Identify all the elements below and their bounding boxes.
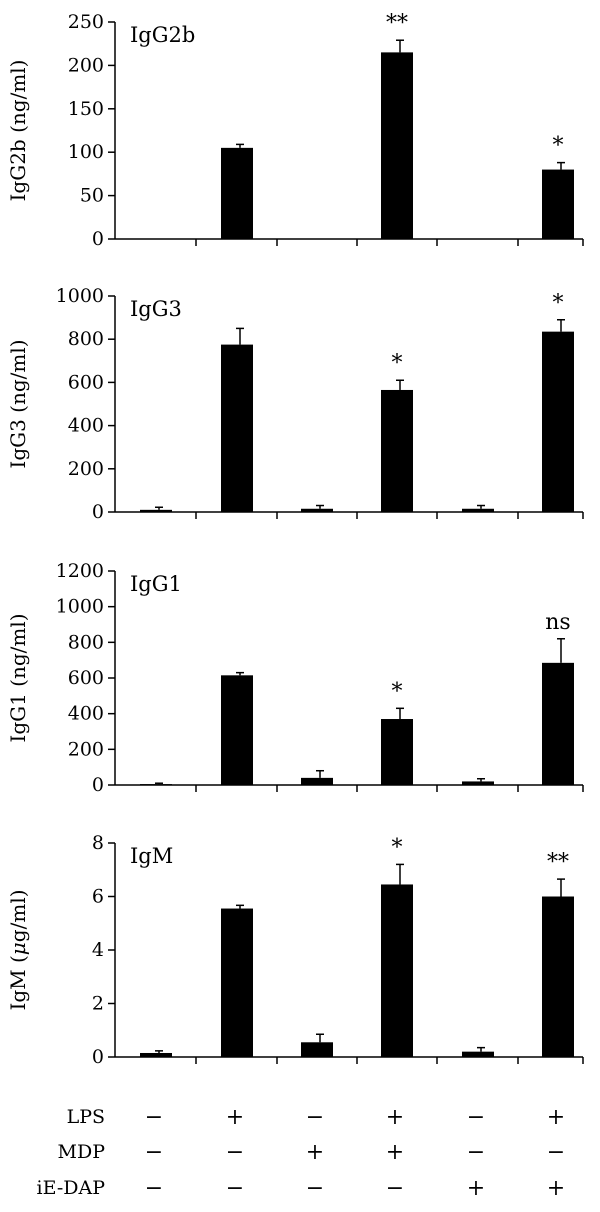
bar [542,662,574,785]
condition-sign: − [145,1105,163,1130]
bar [221,675,253,785]
bar [221,147,253,239]
bar [381,719,413,785]
y-tick-label: 1200 [56,560,104,582]
condition-sign: + [547,1176,565,1201]
condition-label-ie-dap: iE-DAP [37,1177,106,1199]
y-tick-label: 800 [68,631,104,653]
significance-label: * [553,291,564,316]
condition-sign: + [386,1140,404,1165]
condition-sign: − [467,1105,485,1130]
y-tick-label: 200 [68,54,104,76]
bar [381,389,413,512]
condition-table: LPS − + − + − + MDP − − + + − − iE-DAP − − − − + + [37,1105,566,1201]
y-tick-label: 400 [68,703,104,725]
condition-label-mdp: MDP [58,1141,106,1163]
bar [542,896,574,1057]
condition-sign: − [306,1105,324,1130]
significance-label: * [392,835,403,860]
y-tick-label: 150 [68,98,104,120]
bar [221,908,253,1057]
condition-sign: − [145,1176,163,1201]
y-tick-label: 800 [68,328,104,350]
bar [542,169,574,239]
condition-sign: + [386,1105,404,1130]
y-tick-label: 1000 [56,285,104,307]
bar [140,509,172,512]
panel-title: IgG2b [130,23,195,47]
y-tick-label: 2 [92,993,104,1015]
significance-label: * [553,134,564,159]
panel-igg3: 0 200 400 600 800 1000 IgG3 (ng/ml) IgG3 * * [6,285,584,523]
significance-label: ** [547,850,569,875]
bar [140,1052,172,1057]
bar [221,344,253,512]
y-tick-label: 200 [68,458,104,480]
panel-igg1: 0 200 400 600 800 1000 1200 IgG1 (ng/ml) IgG1 * ns [6,560,584,796]
condition-sign: − [467,1140,485,1165]
y-tick-label: 100 [68,141,104,163]
y-tick-label: 600 [68,371,104,393]
y-tick-label: 400 [68,415,104,437]
bar [542,331,574,512]
y-axis-label: IgG1 (ng/ml) [6,613,30,742]
condition-sign: + [306,1140,324,1165]
bar [462,1051,494,1057]
condition-sign: − [386,1176,404,1201]
y-tick-label: 250 [68,11,104,33]
y-tick-label: 0 [92,501,104,523]
significance-label: * [392,679,403,704]
bar [462,781,494,785]
panel-title: IgG3 [130,297,182,321]
bar [301,508,333,512]
condition-sign: − [547,1140,565,1165]
y-tick-label: 600 [68,667,104,689]
bar [381,884,413,1057]
bar [301,777,333,785]
significance-label: ** [386,11,408,36]
y-tick-label: 4 [92,939,104,961]
condition-sign: − [145,1140,163,1165]
condition-sign: + [547,1105,565,1130]
panel-title: IgM [130,844,173,868]
y-tick-label: 0 [92,228,104,250]
condition-sign: − [306,1176,324,1201]
y-axis-label: IgG3 (ng/ml) [6,339,30,468]
y-tick-label: 0 [92,774,104,796]
condition-sign: + [226,1105,244,1130]
condition-sign: + [467,1176,485,1201]
y-axis-label: IgG2b (ng/ml) [6,60,30,202]
significance-label: ns [545,610,570,635]
y-tick-label: 200 [68,738,104,760]
bar [140,784,172,785]
y-tick-label: 50 [80,185,104,207]
condition-sign: − [226,1140,244,1165]
significance-label: * [392,351,403,376]
y-axis-label: IgM (μg/ml) [6,889,30,1010]
condition-sign: − [226,1176,244,1201]
panel-title: IgG1 [130,572,182,596]
bar [301,1042,333,1057]
y-tick-label: 0 [92,1046,104,1068]
bar [381,52,413,239]
condition-label-lps: LPS [67,1106,105,1128]
y-tick-label: 8 [92,832,104,854]
bar [462,508,494,512]
y-tick-label: 1000 [56,596,104,618]
y-tick-label: 6 [92,886,104,908]
